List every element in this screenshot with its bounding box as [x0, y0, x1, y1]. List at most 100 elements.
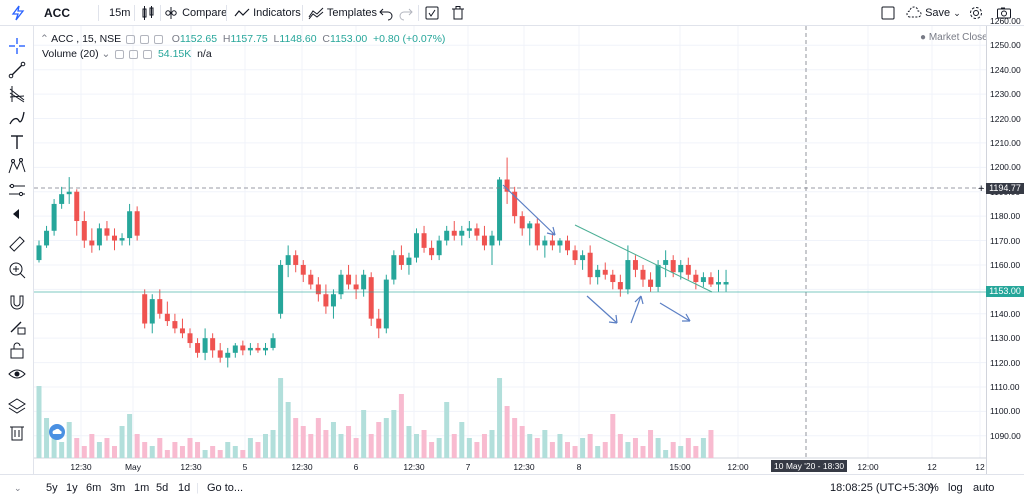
volume-close-icon[interactable]: [143, 49, 153, 59]
candle-body: [210, 338, 216, 351]
candle: [353, 274, 359, 300]
undo-icon[interactable]: [378, 0, 394, 26]
legend-close-icon[interactable]: [153, 34, 163, 44]
magnet-icon[interactable]: [7, 292, 27, 312]
candle: [330, 289, 336, 319]
crosshair-price-tag: 1194.77: [986, 183, 1024, 194]
pitchfork-icon[interactable]: [7, 84, 27, 104]
zoom-in-icon[interactable]: [7, 260, 27, 280]
fullscreen-icon[interactable]: [880, 0, 896, 26]
volume-bar: [112, 446, 117, 458]
volume-bar: [549, 442, 555, 458]
candle-body: [512, 191, 518, 217]
camera-icon[interactable]: [996, 0, 1012, 26]
lock-pencil-icon[interactable]: [7, 316, 27, 336]
chart-pane[interactable]: 12:30 May 12:30 5 12:30 6 12:30 7 12:30 8 15:00 12:…: [34, 20, 986, 474]
save-button[interactable]: Save ⌄: [906, 0, 961, 26]
collapse-arrow-icon[interactable]: ⌃: [40, 33, 49, 45]
legend-symbol[interactable]: ACC , 15, NSE: [51, 33, 122, 45]
auto-toggle[interactable]: auto: [973, 482, 995, 494]
volume-bar: [670, 442, 676, 458]
layers-icon[interactable]: [7, 396, 27, 416]
goto-button[interactable]: Go to...: [207, 482, 244, 494]
candle-body: [527, 223, 533, 229]
volume-settings-icon[interactable]: [129, 49, 139, 59]
range-button-5y[interactable]: 5y: [46, 482, 58, 494]
volume-bar: [127, 414, 133, 458]
chevron-down-icon[interactable]: ⌄: [101, 48, 111, 60]
eye-icon[interactable]: [7, 364, 27, 384]
compare-button[interactable]: Compare: [163, 0, 227, 26]
percent-toggle[interactable]: %: [929, 482, 939, 494]
legend-eye-icon[interactable]: [126, 34, 136, 44]
interval-selector[interactable]: 15m: [109, 7, 131, 19]
range-button-3m[interactable]: 3m: [110, 482, 126, 494]
redo-icon[interactable]: [398, 0, 414, 26]
time-tick-label: 12:30: [291, 462, 313, 472]
range-button-1m[interactable]: 1m: [134, 482, 150, 494]
trend-line-icon[interactable]: [7, 60, 27, 80]
price-axis[interactable]: 1260.00 1250.00 1240.00 1230.00 1220.00 1210.…: [986, 16, 1024, 474]
log-toggle[interactable]: log: [948, 482, 963, 494]
volume-eye-icon[interactable]: [115, 49, 125, 59]
legend-settings-icon[interactable]: [140, 34, 150, 44]
volume-bar: [59, 442, 65, 458]
volume-bar: [459, 422, 465, 458]
logo-icon[interactable]: [10, 0, 26, 26]
settings-icon[interactable]: [968, 0, 984, 26]
volume-label[interactable]: Volume (20): [42, 48, 99, 60]
text-tool-icon[interactable]: [7, 132, 27, 152]
candle: [293, 250, 299, 273]
candle-body: [149, 299, 155, 324]
candle-body: [285, 255, 291, 265]
candle: [632, 255, 638, 278]
trash-icon[interactable]: [450, 0, 466, 26]
candle-body: [648, 279, 654, 287]
candle-body: [376, 318, 382, 329]
candle: [195, 338, 201, 358]
volume-bar: [217, 450, 223, 458]
prediction-icon[interactable]: [7, 180, 27, 200]
range-button-1d[interactable]: 1d: [178, 482, 191, 494]
volume-bar: [195, 442, 201, 458]
range-button-1y[interactable]: 1y: [66, 482, 78, 494]
brush-icon[interactable]: [7, 108, 27, 128]
candle: [247, 343, 253, 356]
symbol-search[interactable]: ACC: [44, 6, 70, 20]
crosshair-icon[interactable]: [7, 36, 27, 56]
high-value: 1157.75: [230, 33, 268, 45]
price-tick-label: 1140.00: [990, 308, 1021, 319]
candle: [391, 250, 397, 285]
candle: [323, 284, 329, 314]
candle-body: [217, 350, 223, 358]
time-tick-label: 12: [975, 462, 985, 472]
candle: [610, 269, 616, 290]
trash-drawings-icon[interactable]: [7, 422, 27, 442]
volume-bar: [255, 442, 261, 458]
back-arrow-icon[interactable]: [7, 204, 27, 224]
price-chart[interactable]: [34, 20, 986, 474]
plus-icon[interactable]: +: [978, 183, 985, 195]
candle: [368, 272, 374, 326]
chevron-down-icon[interactable]: ⌄: [14, 483, 22, 493]
crosshair-time-tag: 10 May '20 - 18:30: [771, 460, 848, 472]
range-button-6m[interactable]: 6m: [86, 482, 102, 494]
ruler-icon[interactable]: [7, 234, 27, 254]
lock-icon[interactable]: [7, 340, 27, 360]
volume-bar: [36, 386, 42, 458]
candle-style-icon[interactable]: [140, 0, 156, 26]
candle: [587, 245, 593, 285]
candle-body: [398, 255, 404, 265]
indicators-button[interactable]: Indicators: [234, 0, 301, 26]
volume-bar: [96, 442, 102, 458]
price-tick-label: 1200.00: [990, 162, 1021, 173]
checkbox-icon[interactable]: [424, 0, 440, 26]
range-button-5d[interactable]: 5d: [156, 482, 169, 494]
templates-button[interactable]: Templates: [308, 0, 377, 26]
volume-bar: [89, 434, 95, 458]
candle-body: [481, 235, 487, 246]
candle: [164, 301, 170, 326]
pattern-icon[interactable]: [7, 156, 27, 176]
volume-bar: [398, 394, 404, 458]
candle-body: [602, 269, 608, 275]
